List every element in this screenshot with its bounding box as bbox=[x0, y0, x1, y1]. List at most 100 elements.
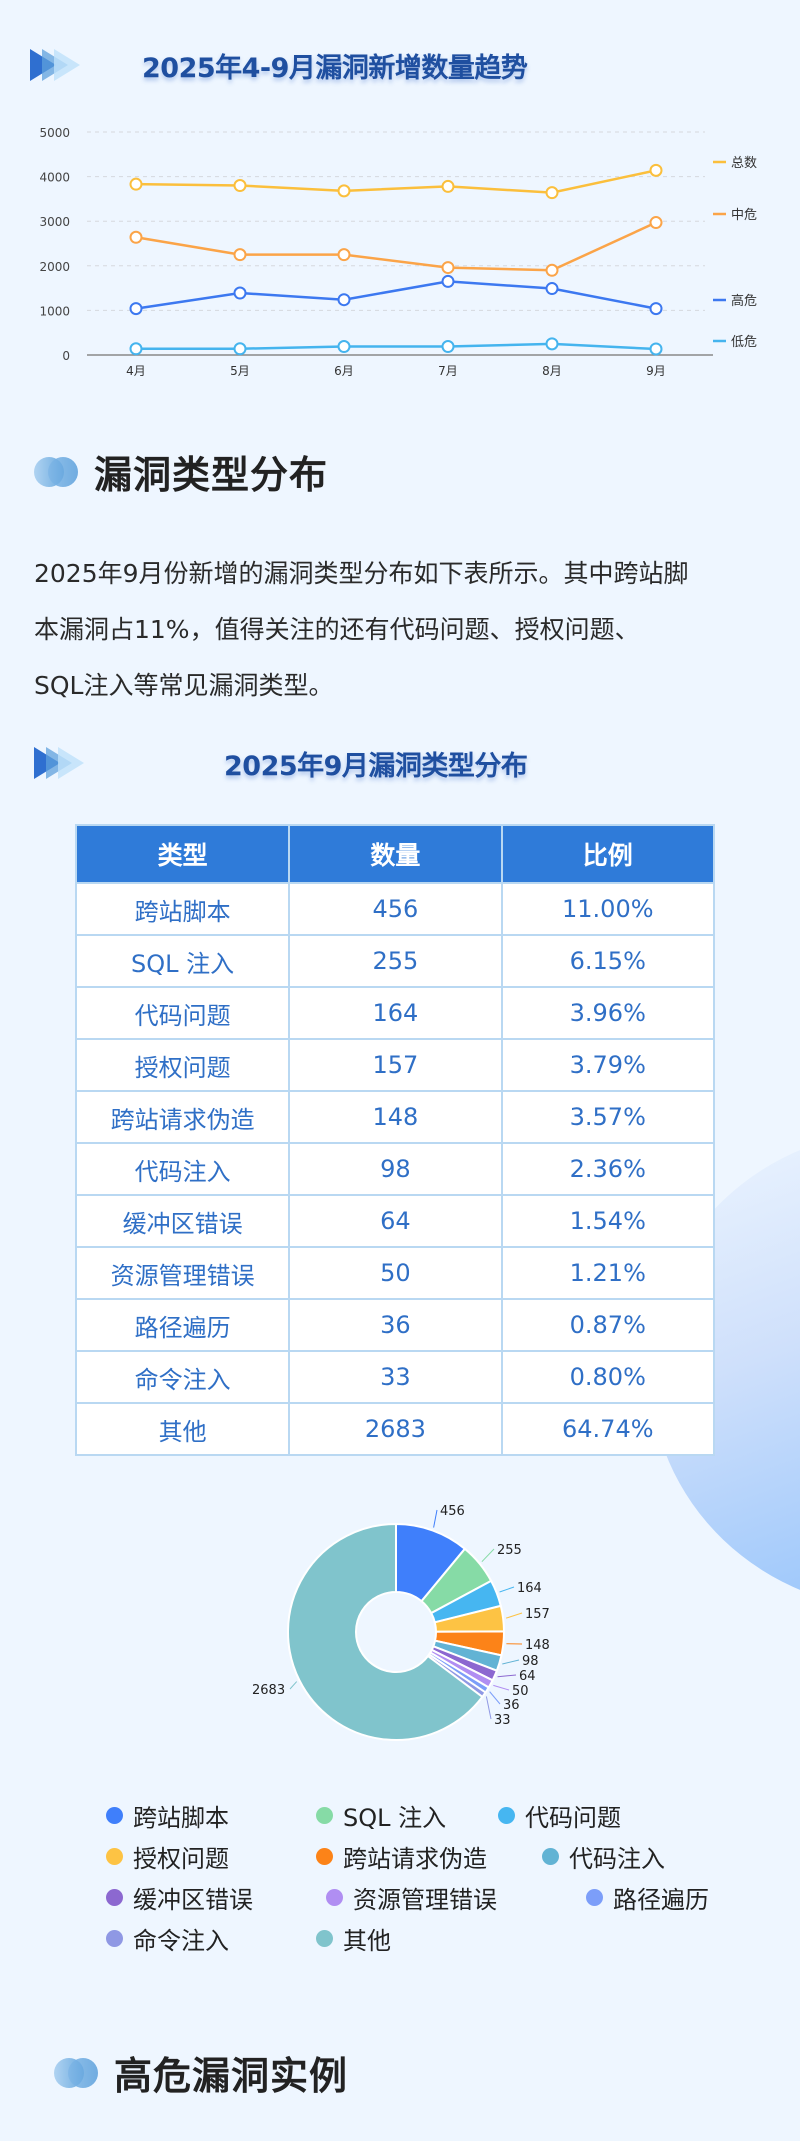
trend-chart-title: 2025年4-9月漏洞新增数量趋势 bbox=[142, 53, 528, 84]
cell-type: SQL 注入 bbox=[74, 934, 291, 988]
data-point[interactable] bbox=[649, 302, 663, 316]
paragraph-line: 2025年9月份新增的漏洞类型分布如下表所示。其中跨站脚 bbox=[34, 559, 689, 588]
legend-item[interactable]: 授权问题 bbox=[106, 1839, 229, 1874]
cell-type: 缓冲区错误 bbox=[74, 1194, 291, 1248]
cell-ratio: 11.00% bbox=[500, 882, 716, 936]
y-tick-label: 4000 bbox=[39, 171, 70, 185]
slice-value-label: 98 bbox=[522, 1654, 539, 1669]
data-point[interactable] bbox=[441, 179, 455, 193]
legend-color-dot-icon bbox=[316, 1930, 333, 1947]
cell-ratio: 64.74% bbox=[500, 1402, 716, 1456]
data-point[interactable] bbox=[129, 342, 143, 356]
data-point[interactable] bbox=[545, 282, 559, 296]
x-tick-label: 7月 bbox=[438, 364, 458, 378]
legend-item[interactable]: 缓冲区错误 bbox=[106, 1880, 253, 1915]
paragraph-line: SQL注入等常见漏洞类型。 bbox=[34, 671, 334, 700]
legend-item[interactable]: 其他 bbox=[316, 1921, 391, 1956]
legend-label: 其他 bbox=[343, 1927, 391, 1955]
table-row: 其他 2683 64.74% bbox=[74, 1402, 716, 1456]
data-point[interactable] bbox=[545, 186, 559, 200]
cell-ratio: 0.80% bbox=[500, 1350, 716, 1404]
data-point[interactable] bbox=[649, 163, 663, 177]
table-row: 跨站脚本 456 11.00% bbox=[74, 882, 716, 936]
cell-count: 33 bbox=[288, 1350, 503, 1404]
cell-type: 代码注入 bbox=[74, 1142, 291, 1196]
slice-value-label: 164 bbox=[517, 1581, 542, 1596]
data-point[interactable] bbox=[337, 184, 351, 198]
data-point[interactable] bbox=[233, 179, 247, 193]
data-point[interactable] bbox=[129, 230, 143, 244]
label-leader-line bbox=[289, 1681, 298, 1690]
label-leader-line bbox=[433, 1509, 438, 1528]
legend-label[interactable]: 中危 bbox=[731, 208, 757, 223]
table-title: 2025年9月漏洞类型分布 bbox=[224, 751, 528, 782]
legend-color-dot-icon bbox=[316, 1848, 333, 1865]
x-tick-label: 5月 bbox=[230, 364, 250, 378]
data-point[interactable] bbox=[337, 293, 351, 307]
legend-label[interactable]: 低危 bbox=[731, 335, 757, 350]
table-row: 代码问题 164 3.96% bbox=[74, 986, 716, 1040]
section-title: 漏洞类型分布 bbox=[94, 453, 329, 497]
vulnerability-trend-line-chart: 0 1000 2000 3000 4000 5000 4月 5月 6月 7月 8月 9月 总数中危高危低… bbox=[39, 126, 757, 378]
cell-ratio: 3.96% bbox=[500, 986, 716, 1040]
legend-item[interactable]: 跨站脚本 bbox=[106, 1798, 229, 1833]
donut-chart-legend: 跨站脚本 SQL 注入 代码问题授权问题 跨站请求伪造 代码注入缓冲区错误 资源管理错误 路… bbox=[106, 1795, 746, 1959]
legend-label: 资源管理错误 bbox=[353, 1886, 497, 1914]
cell-type: 资源管理错误 bbox=[74, 1246, 291, 1300]
cell-type: 其他 bbox=[74, 1402, 291, 1456]
legend-item[interactable]: 代码问题 bbox=[498, 1798, 621, 1833]
data-point[interactable] bbox=[233, 342, 247, 356]
donut-slice[interactable] bbox=[287, 1522, 484, 1741]
table-row: 资源管理错误 50 1.21% bbox=[74, 1246, 716, 1300]
data-point[interactable] bbox=[129, 177, 143, 191]
legend-item[interactable]: 命令注入 bbox=[106, 1921, 229, 1956]
legend-item[interactable]: 代码注入 bbox=[542, 1839, 665, 1874]
legend-label: SQL 注入 bbox=[343, 1804, 447, 1832]
column-header-type: 类型 bbox=[74, 824, 291, 884]
legend-label: 缓冲区错误 bbox=[133, 1886, 253, 1914]
legend-item[interactable]: 资源管理错误 bbox=[326, 1880, 497, 1915]
table-row: 路径遍历 36 0.87% bbox=[74, 1298, 716, 1352]
label-leader-line bbox=[505, 1612, 523, 1619]
cell-count: 456 bbox=[288, 882, 503, 936]
cell-ratio: 3.57% bbox=[500, 1090, 716, 1144]
cell-type: 路径遍历 bbox=[74, 1298, 291, 1352]
data-point[interactable] bbox=[337, 340, 351, 354]
table-row: 授权问题 157 3.79% bbox=[74, 1038, 716, 1092]
data-point[interactable] bbox=[649, 342, 663, 356]
cell-ratio: 2.36% bbox=[500, 1142, 716, 1196]
legend-color-dot-icon bbox=[326, 1889, 343, 1906]
data-point[interactable] bbox=[649, 216, 663, 230]
data-point[interactable] bbox=[129, 302, 143, 316]
label-leader-line bbox=[499, 1586, 515, 1593]
series-line bbox=[135, 221, 657, 272]
cell-count: 50 bbox=[288, 1246, 503, 1300]
high-risk-examples-section-heading: 高危漏洞实例 bbox=[54, 2045, 348, 2100]
legend-color-dot-icon bbox=[316, 1807, 333, 1824]
label-leader-line bbox=[493, 1684, 510, 1691]
legend-color-dot-icon bbox=[542, 1848, 559, 1865]
label-leader-line bbox=[485, 1696, 492, 1720]
data-point[interactable] bbox=[441, 274, 455, 288]
series-line bbox=[136, 342, 657, 351]
legend-item[interactable]: 跨站请求伪造 bbox=[316, 1839, 487, 1874]
data-point[interactable] bbox=[545, 337, 559, 351]
data-point[interactable] bbox=[441, 261, 455, 275]
legend-label[interactable]: 高危 bbox=[731, 293, 757, 309]
slice-value-label: 64 bbox=[519, 1669, 536, 1684]
vulnerability-type-table: 类型 数量 比例 跨站脚本 456 11.00% SQL 注入 255 6.15% 代码问题… bbox=[74, 824, 716, 1456]
data-point[interactable] bbox=[441, 340, 455, 354]
legend-label: 命令注入 bbox=[133, 1927, 229, 1955]
legend-label[interactable]: 总数 bbox=[731, 156, 757, 171]
legend-row: 授权问题 跨站请求伪造 代码注入 bbox=[106, 1836, 746, 1877]
x-tick-label: 6月 bbox=[334, 364, 354, 378]
data-point[interactable] bbox=[337, 248, 351, 262]
legend-row: 命令注入 其他 bbox=[106, 1918, 746, 1959]
legend-item[interactable]: 路径遍历 bbox=[586, 1880, 709, 1915]
data-point[interactable] bbox=[233, 286, 247, 300]
data-point[interactable] bbox=[233, 248, 247, 262]
triple-arrow-icon bbox=[34, 746, 94, 781]
legend-item[interactable]: SQL 注入 bbox=[316, 1798, 446, 1833]
data-point[interactable] bbox=[545, 263, 559, 277]
